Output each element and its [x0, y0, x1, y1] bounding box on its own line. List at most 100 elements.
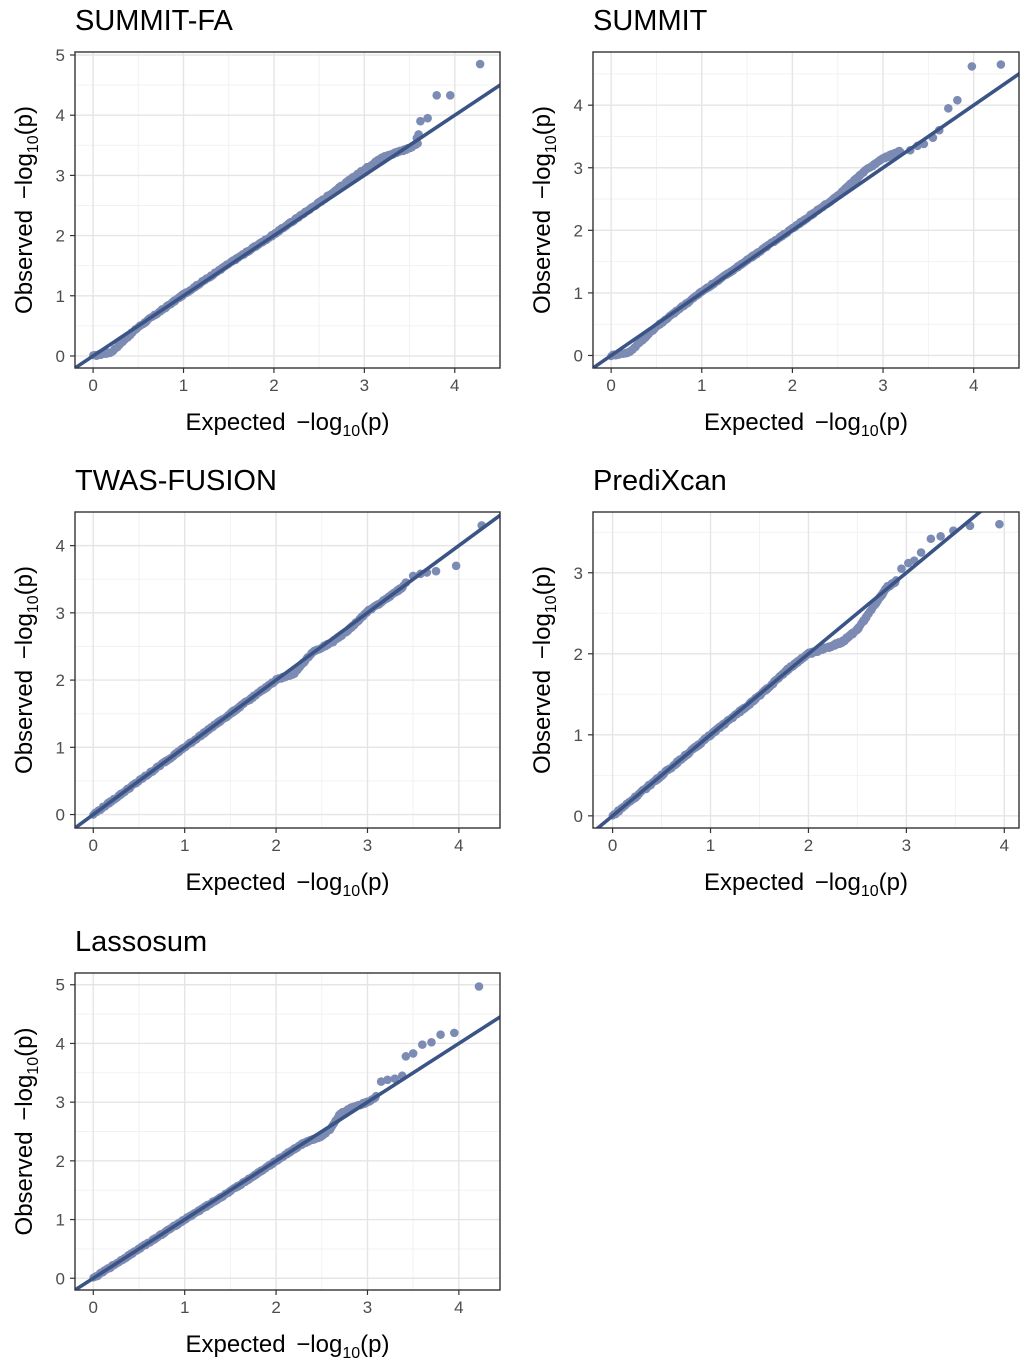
y-axis-label-base: 10: [543, 135, 560, 153]
y-tick-label: 1: [574, 726, 583, 745]
y-axis-label-minus: −: [11, 1107, 38, 1121]
x-axis-label-suffix: (p): [360, 869, 389, 896]
y-axis-label-suffix: (p): [529, 566, 556, 595]
y-axis-label-base: 10: [25, 595, 42, 613]
y-tick-label: 1: [56, 738, 65, 757]
y-axis-label-log: log: [11, 1075, 38, 1107]
data-point: [944, 104, 953, 113]
data-point: [431, 566, 441, 576]
panel-title: TWAS-FUSION: [75, 465, 277, 497]
y-tick-label: 3: [56, 166, 65, 185]
x-tick-label: 1: [706, 836, 715, 855]
panel-border: [74, 51, 501, 369]
reference-line: [593, 71, 1019, 368]
data-point: [383, 1075, 392, 1085]
x-axis-label: Expected −log10(p): [704, 409, 908, 440]
y-axis-label-log: log: [529, 613, 556, 645]
x-axis-label-suffix: (p): [879, 409, 908, 436]
reference-line: [75, 513, 500, 828]
data-point: [926, 534, 936, 544]
y-tick-label: 1: [56, 287, 65, 306]
x-tick-label: 3: [878, 376, 887, 395]
panel-border: [592, 51, 1020, 369]
y-tick-label: 0: [56, 806, 65, 825]
x-axis-label-base: 10: [342, 423, 360, 440]
y-axis-label: Observed −log10(p): [529, 106, 560, 314]
x-axis-label-suffix: (p): [360, 409, 389, 436]
x-axis-label-log: log: [829, 409, 861, 436]
y-axis-label: Observed −log10(p): [11, 106, 42, 314]
x-tick-label: 2: [788, 376, 797, 395]
y-tick-label: 0: [56, 1269, 65, 1288]
x-axis-label-prefix: Expected: [186, 409, 293, 436]
x-axis-label: Expected −log10(p): [704, 869, 908, 900]
y-tick-label: 3: [574, 564, 583, 583]
x-axis-label-minus: −: [815, 409, 829, 436]
x-tick-label: 1: [180, 1298, 189, 1317]
data-point: [418, 1040, 427, 1049]
x-tick-label: 4: [454, 1298, 463, 1317]
data-point: [967, 62, 977, 71]
x-tick-label: 0: [606, 376, 615, 395]
x-tick-label: 4: [969, 376, 978, 395]
y-axis-label-suffix: (p): [11, 106, 38, 135]
panel-title: Lassosum: [75, 926, 207, 958]
x-tick-label: 4: [1000, 836, 1009, 855]
y-axis-label-prefix: Observed: [11, 203, 38, 314]
x-axis-label-log: log: [310, 1331, 342, 1358]
data-point: [936, 532, 945, 541]
x-axis-label-minus: −: [815, 869, 829, 896]
y-tick-label: 2: [574, 645, 583, 664]
y-axis-label-prefix: Observed: [529, 203, 556, 314]
y-tick-label: 2: [56, 671, 65, 690]
x-tick-label: 0: [89, 836, 98, 855]
y-tick-label: 5: [56, 46, 65, 65]
panel-background: [75, 52, 500, 368]
x-axis-label-log: log: [310, 869, 342, 896]
y-axis-label-prefix: Observed: [529, 663, 556, 774]
x-axis-label-suffix: (p): [360, 1331, 389, 1358]
x-tick-label: 3: [363, 1298, 372, 1317]
data-point: [423, 113, 432, 123]
panel-border: [74, 511, 501, 829]
x-axis-label-prefix: Expected: [704, 409, 811, 436]
data-point: [953, 95, 962, 105]
x-axis-label-base: 10: [342, 1345, 360, 1362]
x-tick-label: 0: [88, 376, 97, 395]
data-point: [401, 1052, 411, 1061]
x-tick-label: 4: [450, 376, 459, 395]
x-axis-label: Expected −log10(p): [186, 869, 390, 900]
y-axis-label-prefix: Observed: [11, 1125, 38, 1236]
y-tick-label: 0: [56, 347, 65, 366]
x-axis-label-base: 10: [861, 883, 879, 900]
x-tick-label: 4: [454, 836, 463, 855]
data-point: [436, 1030, 445, 1039]
data-point: [996, 60, 1006, 69]
x-tick-label: 3: [360, 376, 369, 395]
x-axis-label: Expected −log10(p): [186, 409, 390, 440]
y-axis-label-log: log: [529, 153, 556, 185]
y-axis-label-log: log: [11, 613, 38, 645]
x-axis-label-base: 10: [342, 883, 360, 900]
y-axis-label: Observed −log10(p): [11, 1028, 42, 1236]
x-tick-label: 2: [804, 836, 813, 855]
x-tick-label: 1: [697, 376, 706, 395]
y-axis-label-suffix: (p): [529, 106, 556, 135]
y-tick-label: 3: [56, 604, 65, 623]
y-axis-label: Observed −log10(p): [529, 566, 560, 774]
y-tick-label: 0: [574, 346, 583, 365]
x-axis-label-prefix: Expected: [186, 869, 293, 896]
x-axis-label-minus: −: [296, 1331, 310, 1358]
y-tick-label: 4: [56, 1034, 65, 1053]
y-axis-label-base: 10: [25, 1057, 42, 1075]
x-tick-label: 3: [363, 836, 372, 855]
panel-title: SUMMIT-FA: [75, 5, 234, 37]
data-point: [450, 1028, 459, 1038]
data-point: [475, 59, 485, 69]
